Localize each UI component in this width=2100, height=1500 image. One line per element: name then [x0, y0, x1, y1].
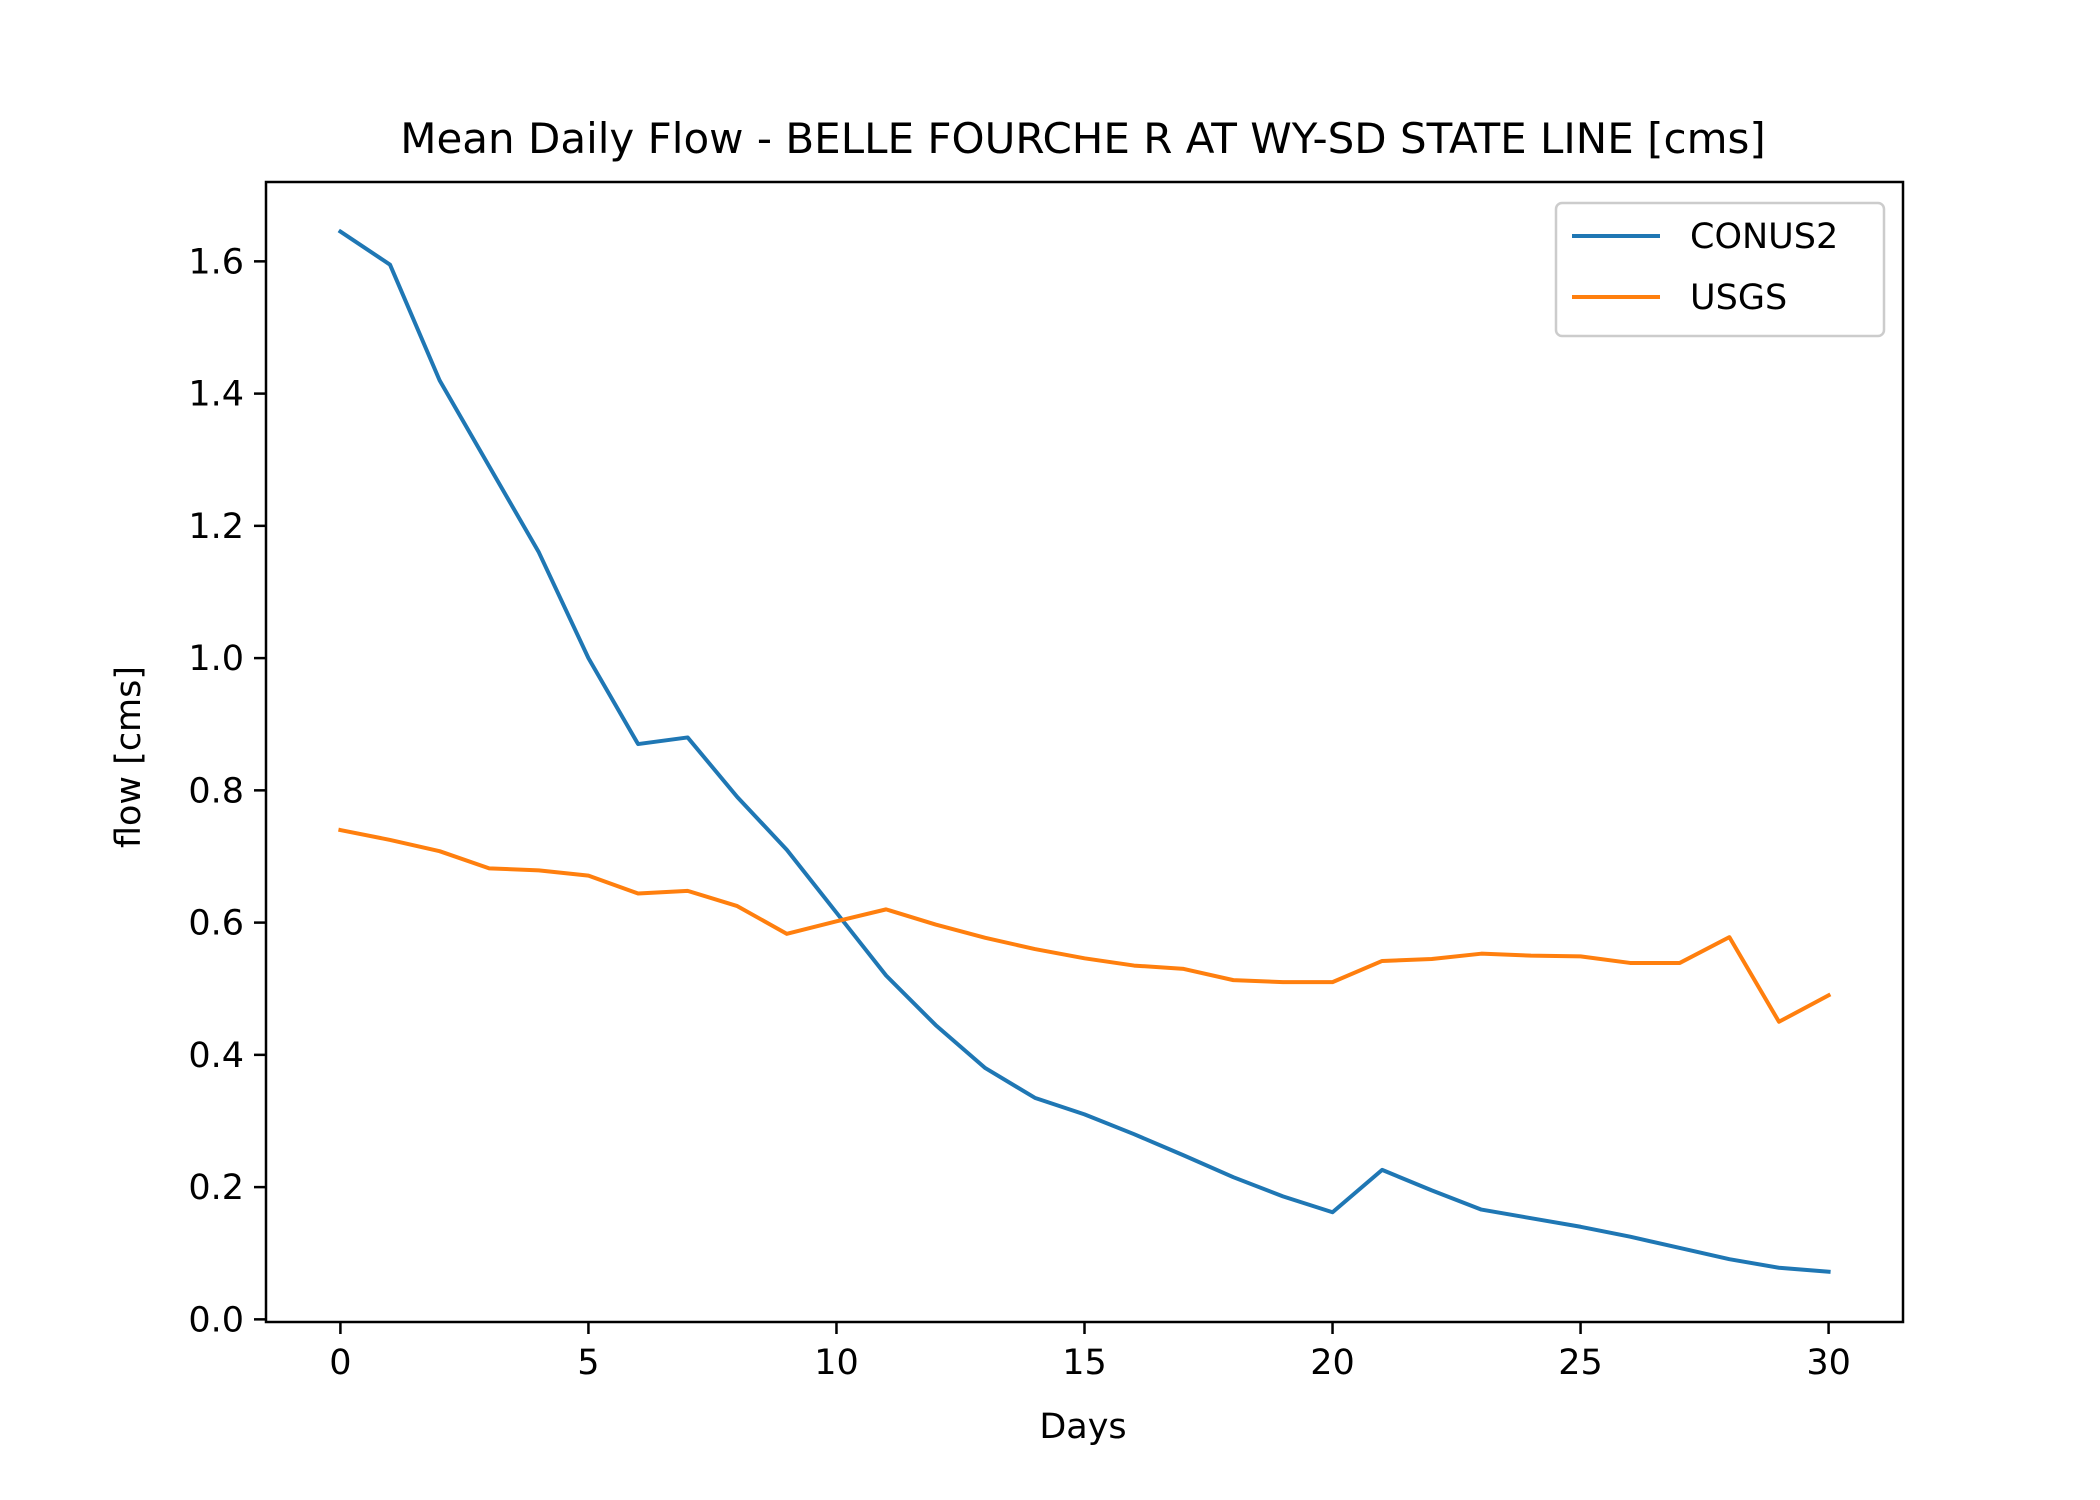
x-tick-label: 25 — [1558, 1343, 1603, 1383]
legend-label-conus2: CONUS2 — [1690, 217, 1838, 257]
x-tick-label: 0 — [329, 1343, 351, 1383]
x-tick-label: 5 — [577, 1343, 599, 1383]
plot-area: 0 5 10 15 20 25 30 0.0 0.2 0.4 0.6 0.8 1.0 1.2 1.4 1.6 — [188, 180, 1905, 1383]
legend: CONUS2 USGS — [1554, 201, 1886, 338]
y-tick-label: 1.6 — [188, 242, 244, 282]
x-tick-label: 20 — [1310, 1343, 1355, 1383]
x-axis-label: Days — [1039, 1407, 1126, 1447]
series-line-conus2 — [337, 228, 1831, 1274]
y-tick-label: 0.4 — [188, 1036, 244, 1076]
y-tick-label: 0.6 — [188, 904, 244, 944]
y-tick-label: 1.2 — [188, 507, 244, 547]
y-tick-label: 0.8 — [188, 771, 244, 811]
chart-title: Mean Daily Flow - BELLE FOURCHE R AT WY-… — [400, 114, 1766, 163]
series-line-usgs — [338, 827, 1832, 1024]
x-tick-label: 30 — [1806, 1343, 1851, 1383]
legend-label-usgs: USGS — [1690, 278, 1787, 318]
y-tick-label: 0.0 — [188, 1300, 244, 1340]
y-axis-label: flow [cms] — [109, 666, 149, 848]
y-tick-label: 0.2 — [188, 1168, 244, 1208]
y-tick-label: 1.0 — [188, 639, 244, 679]
x-tick-label: 10 — [814, 1343, 859, 1383]
x-tick-label: 15 — [1062, 1343, 1107, 1383]
y-tick-label: 1.4 — [188, 375, 244, 415]
